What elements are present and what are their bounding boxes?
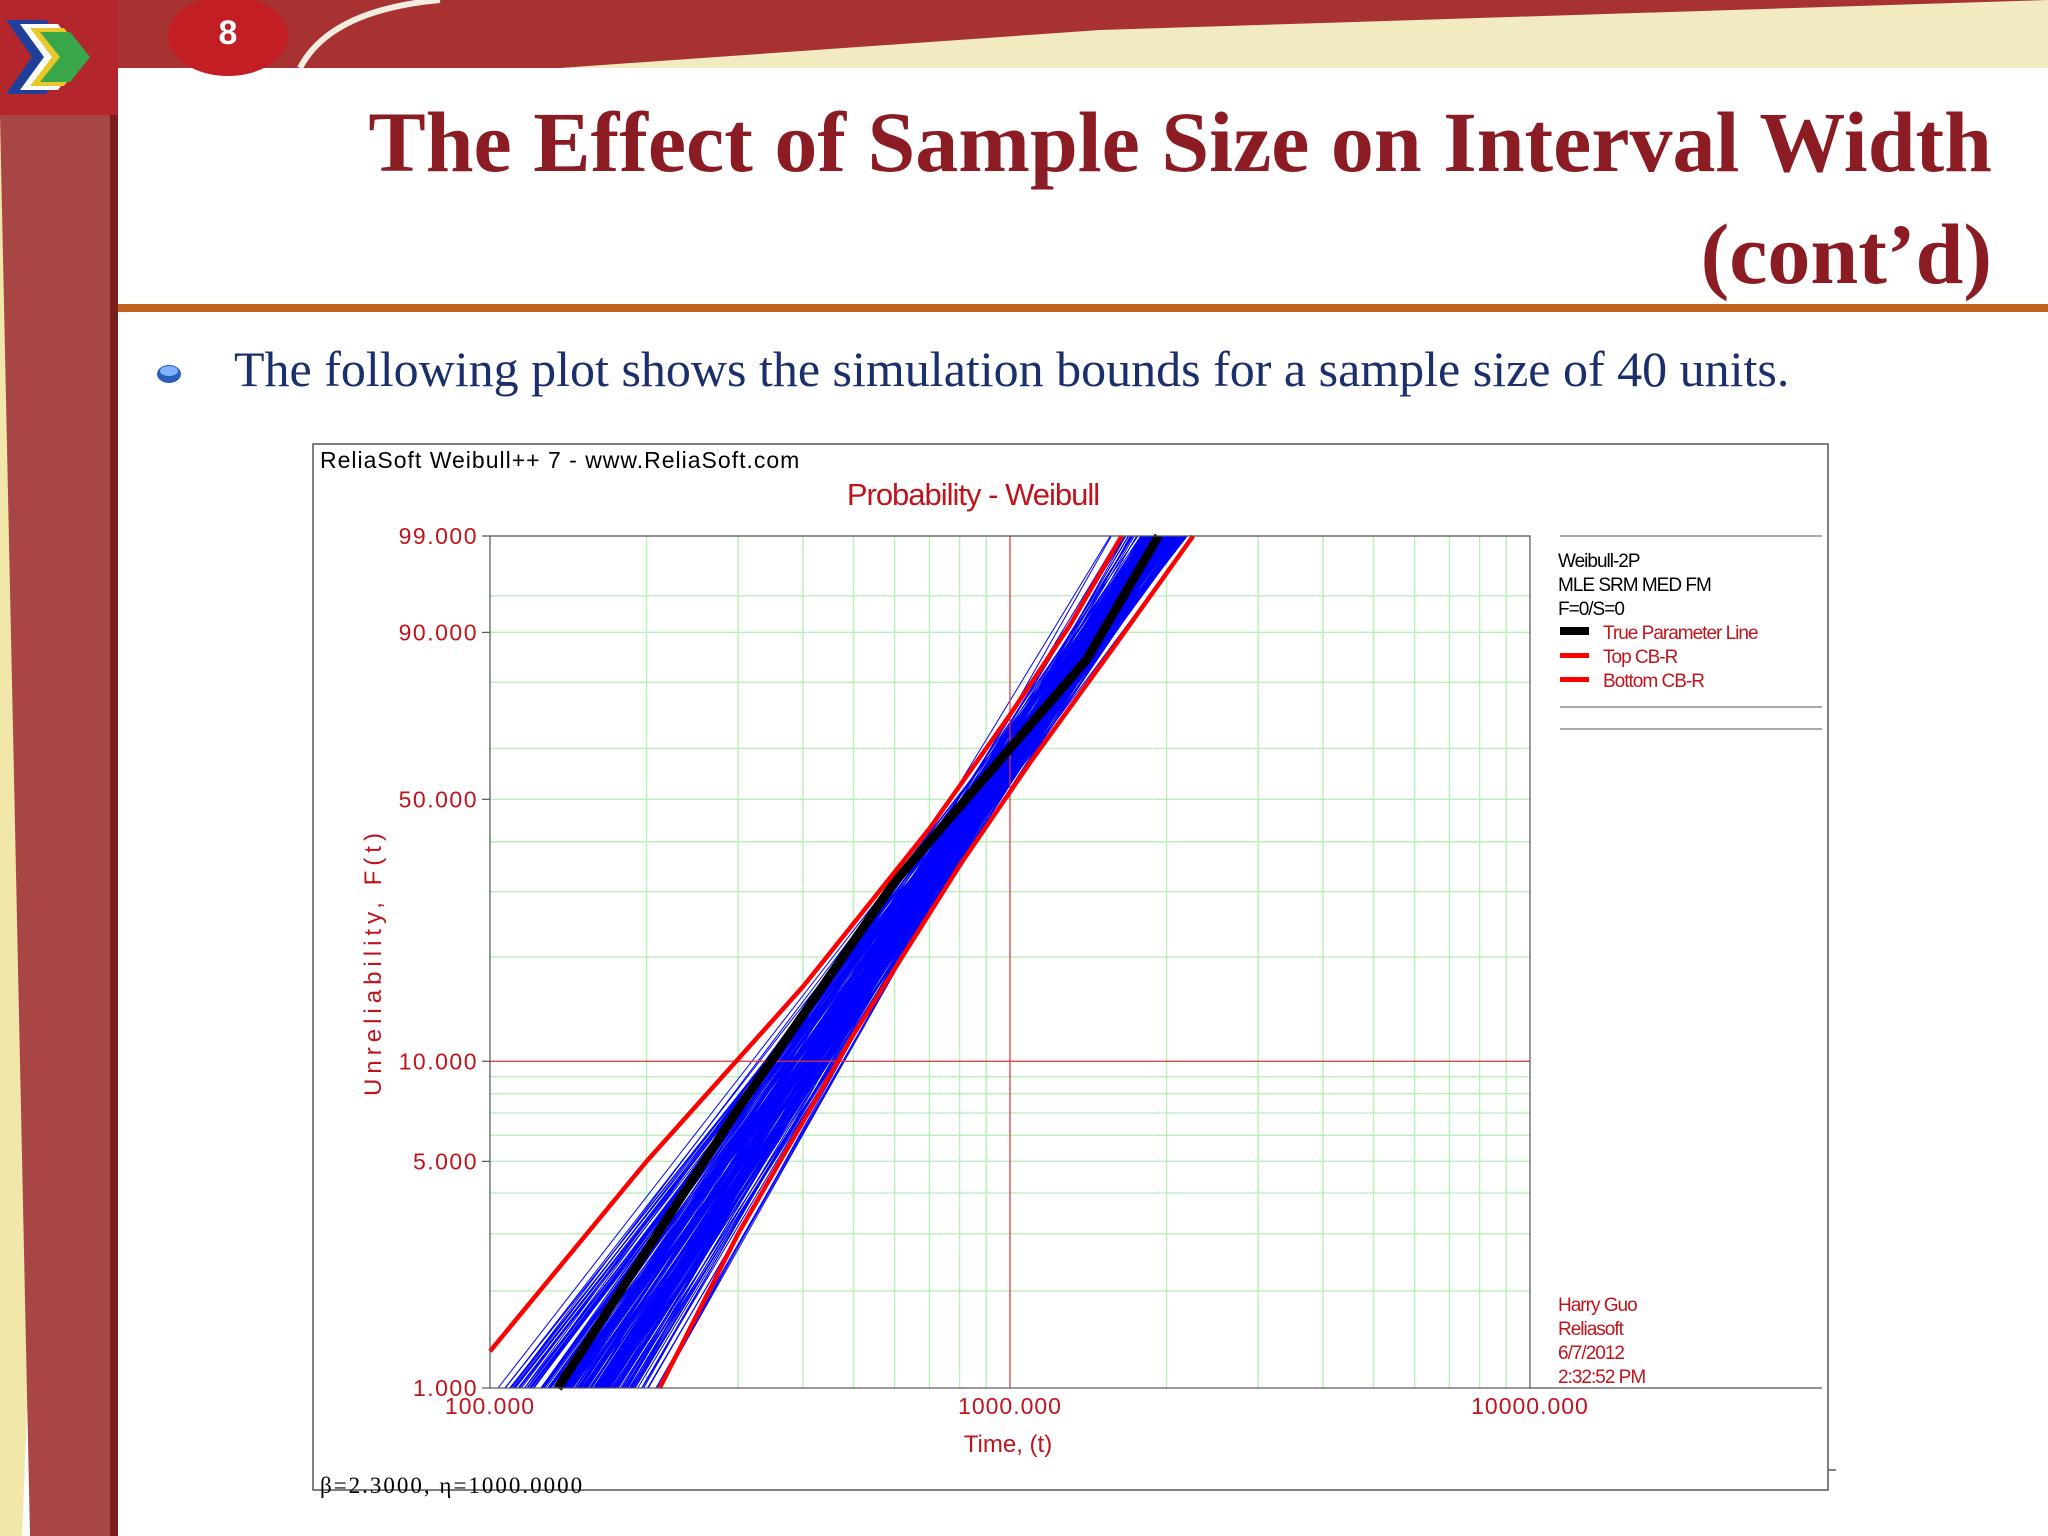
- bullet-text: The following plot shows the simulation …: [234, 341, 1790, 397]
- y-tick-label: 99.000: [399, 523, 478, 549]
- simulation-line: [530, 535, 1171, 1389]
- plot-area-border: [489, 535, 1531, 1389]
- legend-header-counts: F=0/S=0: [1558, 599, 1624, 620]
- legend-swatch-top-cb: [1560, 653, 1589, 658]
- slide-title-line2: (cont’d): [1700, 206, 1992, 302]
- simulation-line: [554, 535, 1185, 1389]
- slide-number-badge: [168, 0, 288, 76]
- legend-label-true-line: True Parameter Line: [1603, 623, 1758, 644]
- user-info-company: Reliasoft: [1558, 1319, 1625, 1340]
- bottom-cb-line: [657, 534, 1195, 1390]
- minor-grid: [490, 535, 1530, 1388]
- y-tick-label: 1.000: [413, 1375, 478, 1401]
- simulation-line: [601, 535, 1156, 1389]
- slide-title-line1: The Effect of Sample Size on Interval Wi…: [368, 94, 1992, 190]
- legend-swatch-true-line: [1560, 627, 1589, 635]
- x-tick-labels: 100.000 1000.000 10000.000: [445, 1393, 1589, 1419]
- x-tick-label: 1000.000: [958, 1393, 1062, 1419]
- legend-header-model: Weibull-2P: [1558, 551, 1640, 572]
- true-parameter-line: [554, 533, 1163, 1391]
- simulation-line: [552, 535, 1139, 1389]
- legend-label-bottom-cb: Bottom CB-R: [1603, 671, 1704, 692]
- user-info-date: 6/7/2012: [1558, 1343, 1624, 1364]
- y-tick-label: 5.000: [413, 1148, 478, 1174]
- series-lines: [488, 533, 1195, 1391]
- chevron-books-logo-icon: [6, 20, 90, 94]
- title-rule: [118, 304, 2048, 312]
- blue-diamond-bullet-icon: [157, 365, 181, 383]
- user-info: Harry Guo Reliasoft 6/7/2012 2:32:52 PM: [1558, 1295, 1646, 1388]
- top-cb-line: [488, 534, 1124, 1353]
- y-tick-label: 90.000: [399, 619, 478, 645]
- software-label: ReliaSoft Weibull++ 7 - www.ReliaSoft.co…: [320, 447, 800, 473]
- y-axis-label: Unreliability, F(t): [360, 828, 387, 1096]
- legend-swatch-bottom-cb: [1560, 677, 1589, 682]
- header-cream-wedge: [560, 0, 2048, 68]
- y-tick-labels: 99.000 90.000 50.000 10.000 5.000 1.000: [399, 523, 490, 1401]
- slide-number: 8: [218, 14, 238, 52]
- left-red-wedge: [0, 115, 118, 1536]
- major-grid: [490, 536, 1530, 1388]
- x-tick-label: 10000.000: [1471, 1393, 1589, 1419]
- simulation-line: [599, 535, 1151, 1389]
- left-divider: [110, 68, 118, 1536]
- y-tick-label: 50.000: [399, 786, 478, 812]
- header-swoosh: [297, 0, 441, 70]
- user-info-time: 2:32:52 PM: [1558, 1367, 1645, 1388]
- legend-label-top-cb: Top CB-R: [1603, 647, 1678, 668]
- legend-header-method: MLE SRM MED FM: [1558, 575, 1711, 596]
- user-info-name: Harry Guo: [1558, 1295, 1637, 1316]
- x-tick-label: 100.000: [445, 1393, 535, 1419]
- legend: Weibull-2P MLE SRM MED FM F=0/S=0 True P…: [1558, 535, 1822, 730]
- footer-parameters: β=2.3000, η=1000.0000: [320, 1473, 584, 1498]
- x-axis-label: Time, (t): [964, 1431, 1052, 1458]
- slide-title: The Effect of Sample Size on Interval Wi…: [192, 86, 1992, 310]
- y-tick-label: 10.000: [399, 1048, 478, 1074]
- chart-title: Probability - Weibull: [847, 477, 1099, 512]
